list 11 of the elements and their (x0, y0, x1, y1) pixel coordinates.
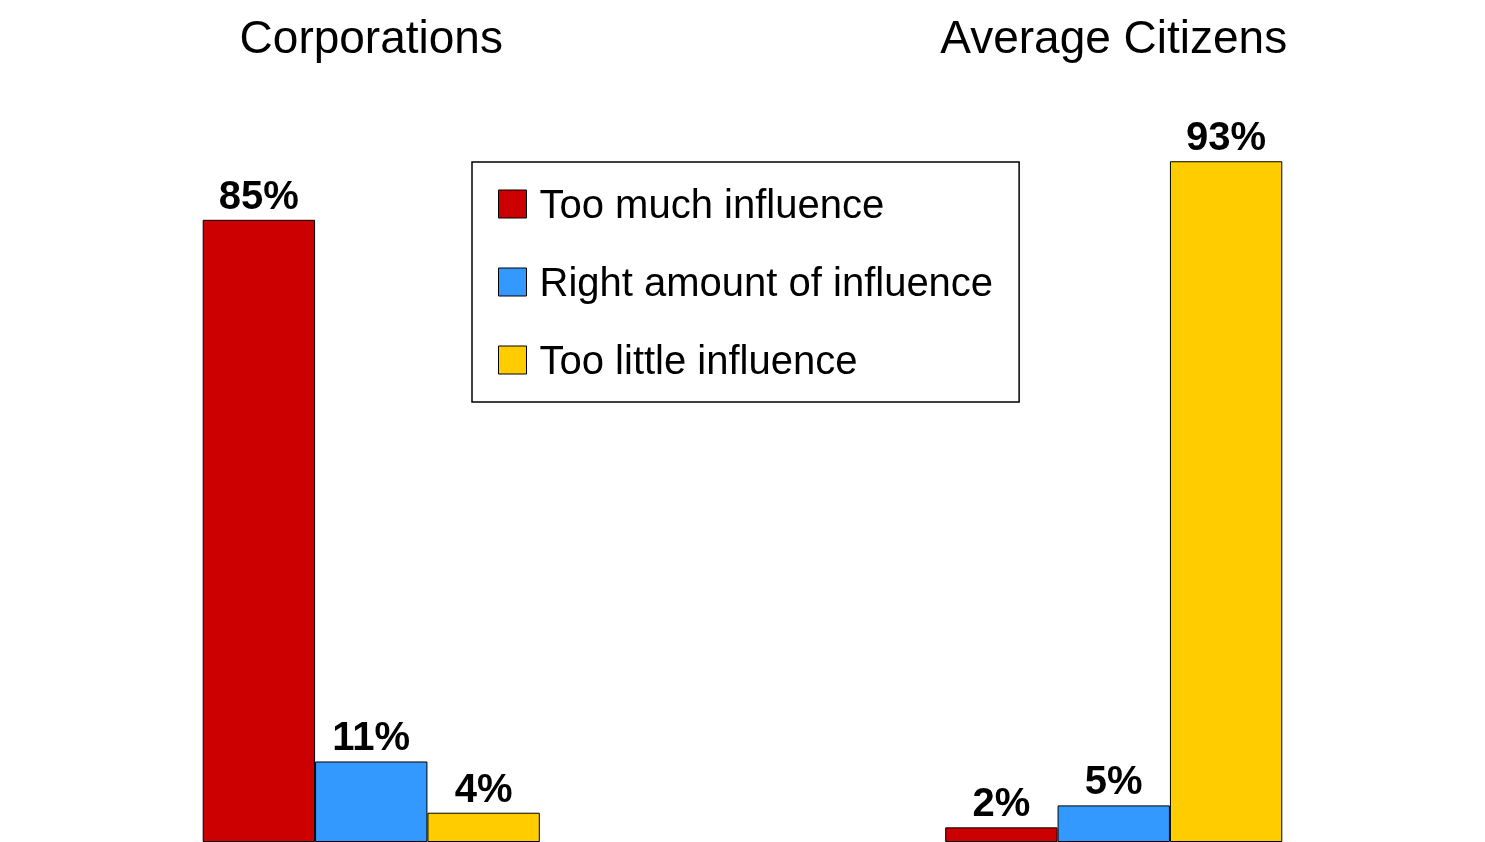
legend-label: Too much influence (539, 182, 885, 226)
data-label: 11% (332, 714, 411, 759)
x-tick-label: Average Citizens (940, 11, 1288, 63)
data-label: 5% (1084, 758, 1143, 803)
data-label: 85% (218, 172, 299, 217)
data-label: 93% (1186, 114, 1267, 159)
data-label: 4% (454, 765, 513, 810)
legend-label: Too little influence (539, 338, 858, 382)
data-label: 2% (972, 780, 1031, 825)
x-tick-label: Corporations (239, 11, 503, 63)
legend-label: Right amount of influence (539, 260, 994, 304)
